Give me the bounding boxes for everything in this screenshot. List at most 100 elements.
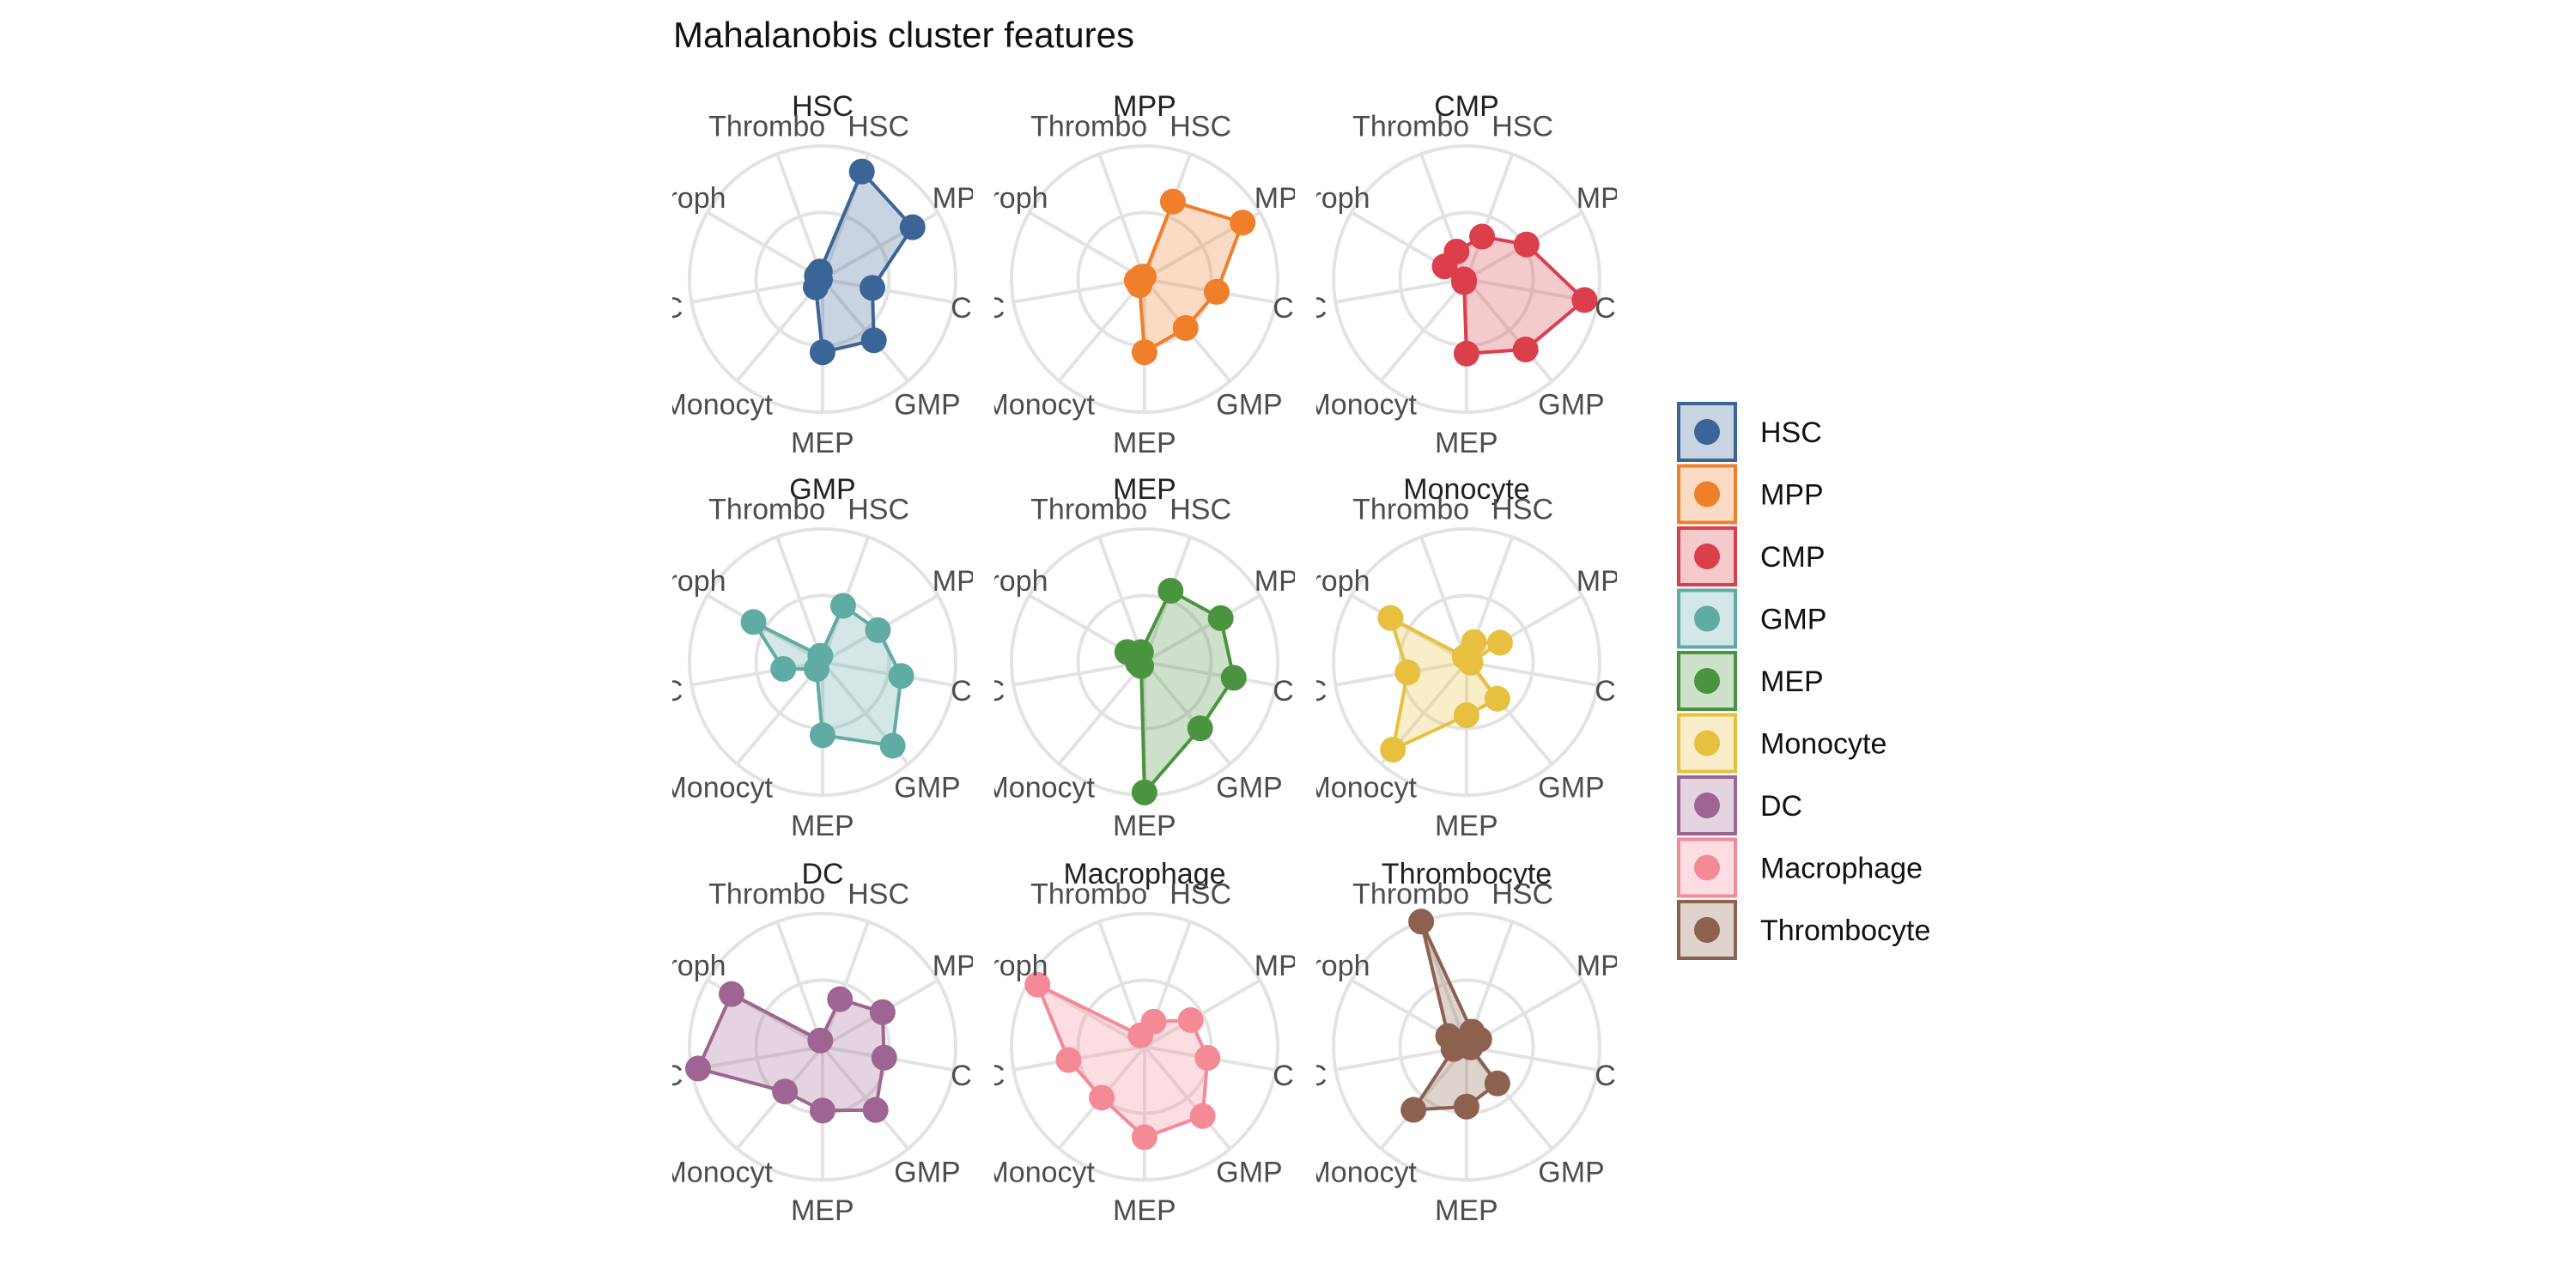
axis-label-mpp: MPP: [933, 182, 996, 215]
legend-key-box: [1677, 588, 1737, 649]
data-point-thrombocyte: [1127, 639, 1154, 665]
axis-label-thrombocyte: Thrombo: [1030, 110, 1147, 143]
axis-label-thrombocyte: Thrombo: [1030, 878, 1147, 910]
axis-label-mpp: MPP: [933, 950, 996, 982]
data-point-mep: [1131, 339, 1157, 366]
axis-label-hsc: HSC: [848, 111, 909, 143]
legend-item-monocyte: Monocyte: [1677, 713, 1886, 774]
data-point-thrombocyte: [806, 258, 833, 285]
grid-spoke: [821, 277, 910, 383]
axis-label-monocyte: Monocyt: [662, 1156, 773, 1188]
data-point-gmp: [1189, 1103, 1216, 1129]
facet-title: MPP: [1113, 90, 1176, 123]
axis-label-thrombocyte: Thrombo: [708, 493, 825, 526]
axis-label-gmp: GMP: [894, 1157, 960, 1189]
data-point-mep: [1131, 779, 1157, 805]
legend-label: HSC: [1760, 416, 1822, 449]
grid-spoke: [1144, 660, 1276, 688]
facet-plot-area: HSC MPP CMP GMP MEP Monocyt DC acroph Thrombo: [963, 878, 1295, 1227]
axis-label-hsc: HSC: [848, 494, 909, 526]
axis-label-gmp: GMP: [1216, 389, 1282, 422]
axis-label-dc: DC: [963, 292, 1005, 325]
facet-title: CMP: [1434, 90, 1499, 123]
axis-label-mpp: MPP: [933, 565, 996, 598]
grid-spoke: [706, 210, 824, 281]
axis-label-mep: MEP: [791, 810, 854, 842]
axis-label-mep: MEP: [1435, 1194, 1498, 1227]
axis-label-hsc: HSC: [848, 878, 909, 911]
axis-label-dc: DC: [963, 675, 1005, 708]
grid-spoke: [822, 660, 954, 688]
data-point-mep: [1453, 702, 1479, 728]
data-point-gmp: [1484, 1070, 1510, 1097]
axis-label-monocyte: Monocyt: [984, 388, 1095, 421]
grid-spoke: [775, 920, 824, 1048]
axis-label-macrophage: acroph: [959, 565, 1048, 598]
axis-label-macrophage: acroph: [637, 565, 726, 598]
legend-label: GMP: [1760, 604, 1826, 636]
grid-spoke: [1466, 660, 1598, 688]
grid-spoke: [1143, 660, 1232, 766]
data-point-cmp: [888, 663, 914, 690]
legend-item-gmp: GMP: [1677, 588, 1826, 649]
axis-label-dc: DC: [641, 292, 683, 325]
axis-label-hsc: HSC: [1170, 878, 1231, 911]
axis-label-hsc: HSC: [1492, 111, 1553, 143]
grid-spoke: [775, 153, 824, 280]
legend-label: CMP: [1760, 541, 1826, 574]
legend-label: MPP: [1760, 479, 1824, 512]
grid-spoke: [1334, 277, 1467, 304]
axis-label-thrombocyte: Thrombo: [1352, 493, 1469, 526]
data-point-cmp: [1220, 665, 1247, 691]
data-point-mep: [1453, 340, 1479, 367]
grid-spoke: [822, 277, 954, 305]
legend-item-mep: MEP: [1677, 651, 1824, 711]
legend-item-hsc: HSC: [1677, 402, 1822, 462]
axis-label-hsc: HSC: [1492, 878, 1553, 911]
axis-label-mpp: MPP: [1577, 950, 1640, 982]
facet-title: DC: [801, 858, 843, 890]
legend-item-thrombocyte: Thrombocyte: [1677, 900, 1930, 960]
axis-label-thrombocyte: Thrombo: [1352, 878, 1469, 910]
chart-title: Mahalanobis cluster features: [673, 15, 1134, 55]
data-point-monocyte: [1380, 737, 1406, 763]
axis-label-macrophage: acroph: [1281, 182, 1370, 215]
data-point-gmp: [860, 327, 887, 354]
data-point-cmp: [871, 1044, 897, 1071]
data-point-thrombocyte: [1451, 644, 1478, 671]
grid-spoke: [775, 536, 824, 663]
axis-label-gmp: GMP: [1538, 772, 1604, 805]
data-point-hsc: [848, 158, 875, 185]
data-point-monocyte: [772, 1078, 799, 1105]
data-point-hsc: [829, 592, 856, 619]
data-point-gmp: [1512, 336, 1539, 362]
data-point-thrombocyte: [807, 1027, 834, 1054]
axis-label-dc: DC: [641, 1060, 683, 1092]
legend-label: DC: [1760, 790, 1802, 823]
data-point-mpp: [899, 214, 926, 240]
axis-label-dc: DC: [963, 1060, 1005, 1092]
data-point-cmp: [1571, 287, 1598, 313]
grid-spoke: [1379, 1045, 1468, 1150]
grid-spoke: [1012, 660, 1145, 687]
legend-key-point: [1694, 544, 1720, 569]
axis-label-gmp: GMP: [1216, 772, 1282, 805]
grid-spoke: [1143, 1045, 1232, 1151]
data-point-dc: [1394, 659, 1421, 686]
data-point-monocyte: [1089, 1084, 1115, 1111]
grid-spoke: [1097, 153, 1146, 280]
axis-label-mep: MEP: [1113, 1194, 1176, 1227]
axis-label-macrophage: acroph: [959, 182, 1048, 215]
facet-plot-area: HSC MPP CMP GMP MEP Monocyt DC acroph Thrombo: [641, 878, 996, 1227]
data-point-macrophage: [740, 609, 767, 635]
series-area-hsc: [814, 169, 914, 355]
axis-label-hsc: HSC: [1492, 494, 1553, 526]
grid-spoke: [1465, 277, 1554, 383]
axis-label-monocyte: Monocyt: [1306, 388, 1417, 421]
legend: HSC MPP CMP GMP MEP Monocyte DC Macrophage Throm…: [1677, 402, 1930, 960]
